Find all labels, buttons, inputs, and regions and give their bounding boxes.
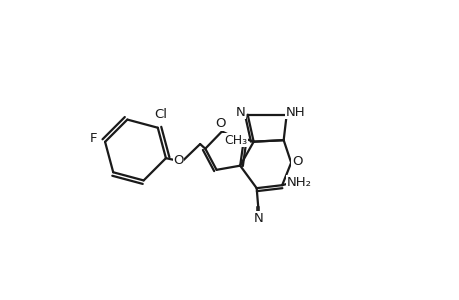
Text: F: F xyxy=(89,132,96,145)
Text: CH₃: CH₃ xyxy=(224,134,246,147)
Text: O: O xyxy=(173,154,184,167)
Text: N: N xyxy=(253,212,263,225)
Text: N: N xyxy=(235,106,245,119)
Text: Cl: Cl xyxy=(154,108,167,121)
Text: NH₂: NH₂ xyxy=(286,176,311,189)
Text: NH: NH xyxy=(285,106,305,119)
Text: O: O xyxy=(291,155,302,168)
Text: O: O xyxy=(215,117,225,130)
